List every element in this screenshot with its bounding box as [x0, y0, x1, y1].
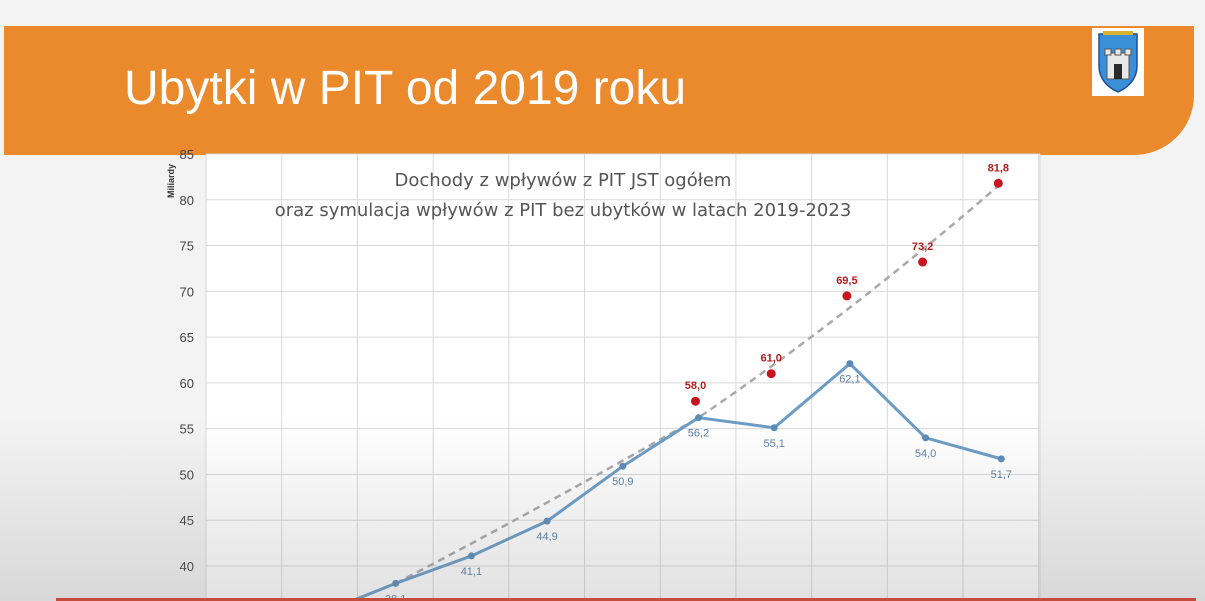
actual-data-label: 44,9 — [536, 531, 557, 543]
chart-title-line1: Dochody z wpływów z PIT JST ogółem — [395, 170, 732, 191]
actual-series: 38,1 41,1 44,9 50,9 56,2 55,1 62,1 54,0 51,7 — [347, 360, 1012, 601]
y-tick-label: 65 — [180, 330, 194, 345]
simulation-point — [691, 396, 700, 406]
actual-data-label: 62,1 — [839, 374, 860, 386]
y-tick-label: 85 — [180, 147, 194, 162]
coat-of-arms-logo — [1092, 28, 1144, 96]
actual-point — [467, 552, 475, 560]
y-tick-label: 70 — [180, 284, 194, 299]
simulation-data-label: 58,0 — [685, 380, 706, 392]
actual-point — [922, 434, 930, 442]
actual-point — [997, 455, 1005, 463]
y-axis-ticks: 40 45 50 55 60 65 70 75 80 85 — [180, 147, 194, 574]
simulation-data-label: 81,8 — [988, 162, 1009, 174]
actual-data-label: 41,1 — [461, 566, 482, 578]
actual-data-label: 54,0 — [915, 448, 936, 460]
actual-point — [619, 462, 627, 470]
actual-line — [347, 361, 1002, 601]
actual-data-label: 51,7 — [991, 469, 1012, 481]
bottom-strip — [56, 598, 1196, 601]
simulation-series: 58,0 61,0 69,5 73,2 81,8 — [685, 162, 1009, 406]
actual-point — [846, 360, 854, 368]
header-band — [4, 26, 1194, 155]
actual-point — [770, 424, 778, 432]
y-tick-label: 80 — [180, 193, 194, 208]
actual-data-label: 38,1 — [385, 593, 406, 601]
simulation-data-label: 73,2 — [912, 241, 933, 253]
actual-point — [392, 579, 400, 587]
simulation-point — [993, 178, 1003, 188]
gridlines — [205, 153, 1041, 601]
slide-title: Ubytki w PIT od 2019 roku — [124, 62, 687, 115]
y-tick-label: 40 — [180, 559, 194, 574]
y-axis-label: Miliardy — [166, 164, 176, 198]
simulation-point — [918, 257, 928, 267]
actual-data-label: 56,2 — [688, 428, 709, 440]
actual-point — [695, 414, 702, 422]
y-tick-label: 60 — [180, 376, 194, 391]
actual-data-label: 55,1 — [763, 438, 784, 450]
actual-data-label: 50,9 — [612, 476, 633, 488]
trend-path — [395, 182, 1003, 585]
trend-line — [395, 182, 1003, 585]
simulation-data-label: 69,5 — [836, 275, 857, 287]
plot-area — [206, 154, 1040, 601]
chart-title-line2: oraz symulacja wpływów z PIT bez ubytków… — [275, 200, 852, 221]
simulation-point — [766, 369, 776, 379]
simulation-data-label: 61,0 — [760, 353, 781, 365]
y-tick-label: 50 — [180, 467, 194, 482]
simulation-point — [842, 291, 852, 301]
y-tick-label: 55 — [180, 422, 194, 437]
actual-point — [543, 517, 551, 525]
y-tick-label: 75 — [180, 239, 194, 254]
y-tick-label: 45 — [180, 513, 194, 528]
